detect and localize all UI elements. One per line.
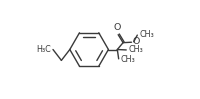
Text: CH₃: CH₃ <box>139 30 154 39</box>
Text: CH₃: CH₃ <box>120 55 135 64</box>
Text: O: O <box>132 37 139 46</box>
Text: CH₃: CH₃ <box>128 45 143 54</box>
Text: O: O <box>113 23 121 32</box>
Text: H₃C: H₃C <box>36 45 51 54</box>
